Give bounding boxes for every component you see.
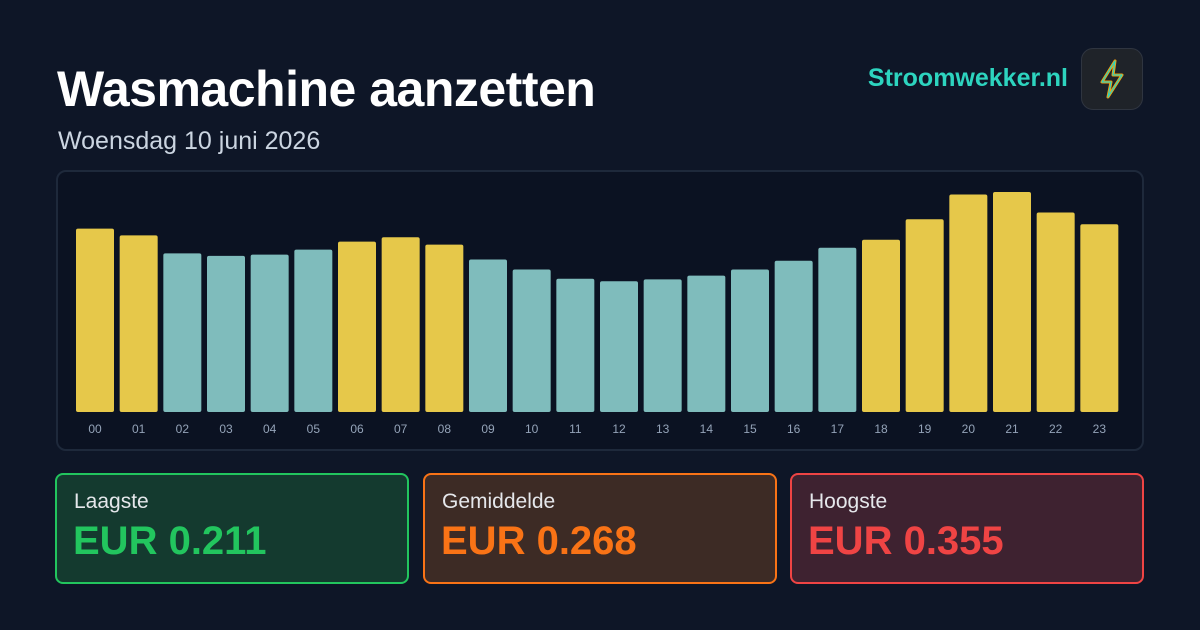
- x-tick-label: 05: [307, 422, 321, 436]
- bar: [774, 260, 813, 412]
- stat-label: Gemiddelde: [442, 490, 556, 513]
- x-tick-label: 22: [1049, 422, 1063, 436]
- x-tick-label: 09: [481, 422, 495, 436]
- stat-label: Hoogste: [809, 490, 888, 513]
- x-tick-label: 21: [1005, 422, 1019, 436]
- bar: [76, 228, 114, 412]
- brand-icon[interactable]: [1081, 48, 1143, 110]
- bar: [731, 269, 769, 412]
- stat-value: EUR 0.268: [441, 519, 637, 563]
- bar: [338, 241, 376, 412]
- bar: [163, 253, 202, 412]
- bar: [600, 281, 638, 412]
- stat-card: Laagste EUR 0.211: [55, 473, 409, 584]
- x-tick-label: 13: [656, 422, 670, 436]
- bar: [207, 255, 245, 412]
- x-tick-label: 18: [874, 422, 888, 436]
- bar: [250, 254, 289, 412]
- x-tick-label: 00: [88, 422, 102, 436]
- x-tick-label: 12: [612, 422, 626, 436]
- x-tick-label: 23: [1093, 422, 1107, 436]
- bar: [512, 269, 551, 412]
- x-tick-label: 02: [176, 422, 190, 436]
- bar: [993, 192, 1031, 412]
- x-tick-label: 01: [132, 422, 146, 436]
- x-tick-label: 10: [525, 422, 539, 436]
- bar: [381, 237, 420, 412]
- title: Wasmachine aanzetten: [57, 61, 596, 117]
- bar: [1080, 224, 1119, 412]
- x-tick-label: 07: [394, 422, 408, 436]
- bolt-icon: [1100, 59, 1124, 99]
- bar: [818, 247, 857, 412]
- stat-card: Hoogste EUR 0.355: [790, 473, 1144, 584]
- bar: [469, 259, 507, 412]
- stat-value: EUR 0.211: [73, 519, 267, 563]
- bar: [905, 219, 944, 412]
- x-tick-label: 20: [962, 422, 976, 436]
- bar: [687, 275, 726, 412]
- x-tick-label: 19: [918, 422, 932, 436]
- bar: [425, 244, 464, 412]
- subtitle: Woensdag 10 juni 2026: [58, 127, 321, 155]
- stat-label: Laagste: [74, 490, 149, 513]
- bar: [949, 194, 988, 412]
- bar: [862, 239, 900, 412]
- x-tick-label: 06: [350, 422, 364, 436]
- bar: [294, 249, 333, 412]
- bar: [1036, 212, 1075, 412]
- x-tick-label: 08: [438, 422, 452, 436]
- x-tick-label: 16: [787, 422, 801, 436]
- bar: [556, 278, 595, 412]
- x-tick-label: 11: [569, 422, 582, 436]
- stat-card: Gemiddelde EUR 0.268: [423, 473, 777, 584]
- x-tick-label: 03: [219, 422, 233, 436]
- brand[interactable]: Stroomwekker.nl: [867, 64, 1068, 92]
- bar: [643, 279, 682, 412]
- bar: [119, 235, 158, 412]
- x-tick-label: 15: [743, 422, 757, 436]
- x-tick-label: 14: [700, 422, 714, 436]
- x-tick-label: 17: [831, 422, 845, 436]
- stat-value: EUR 0.355: [808, 519, 1004, 563]
- x-tick-label: 04: [263, 422, 277, 436]
